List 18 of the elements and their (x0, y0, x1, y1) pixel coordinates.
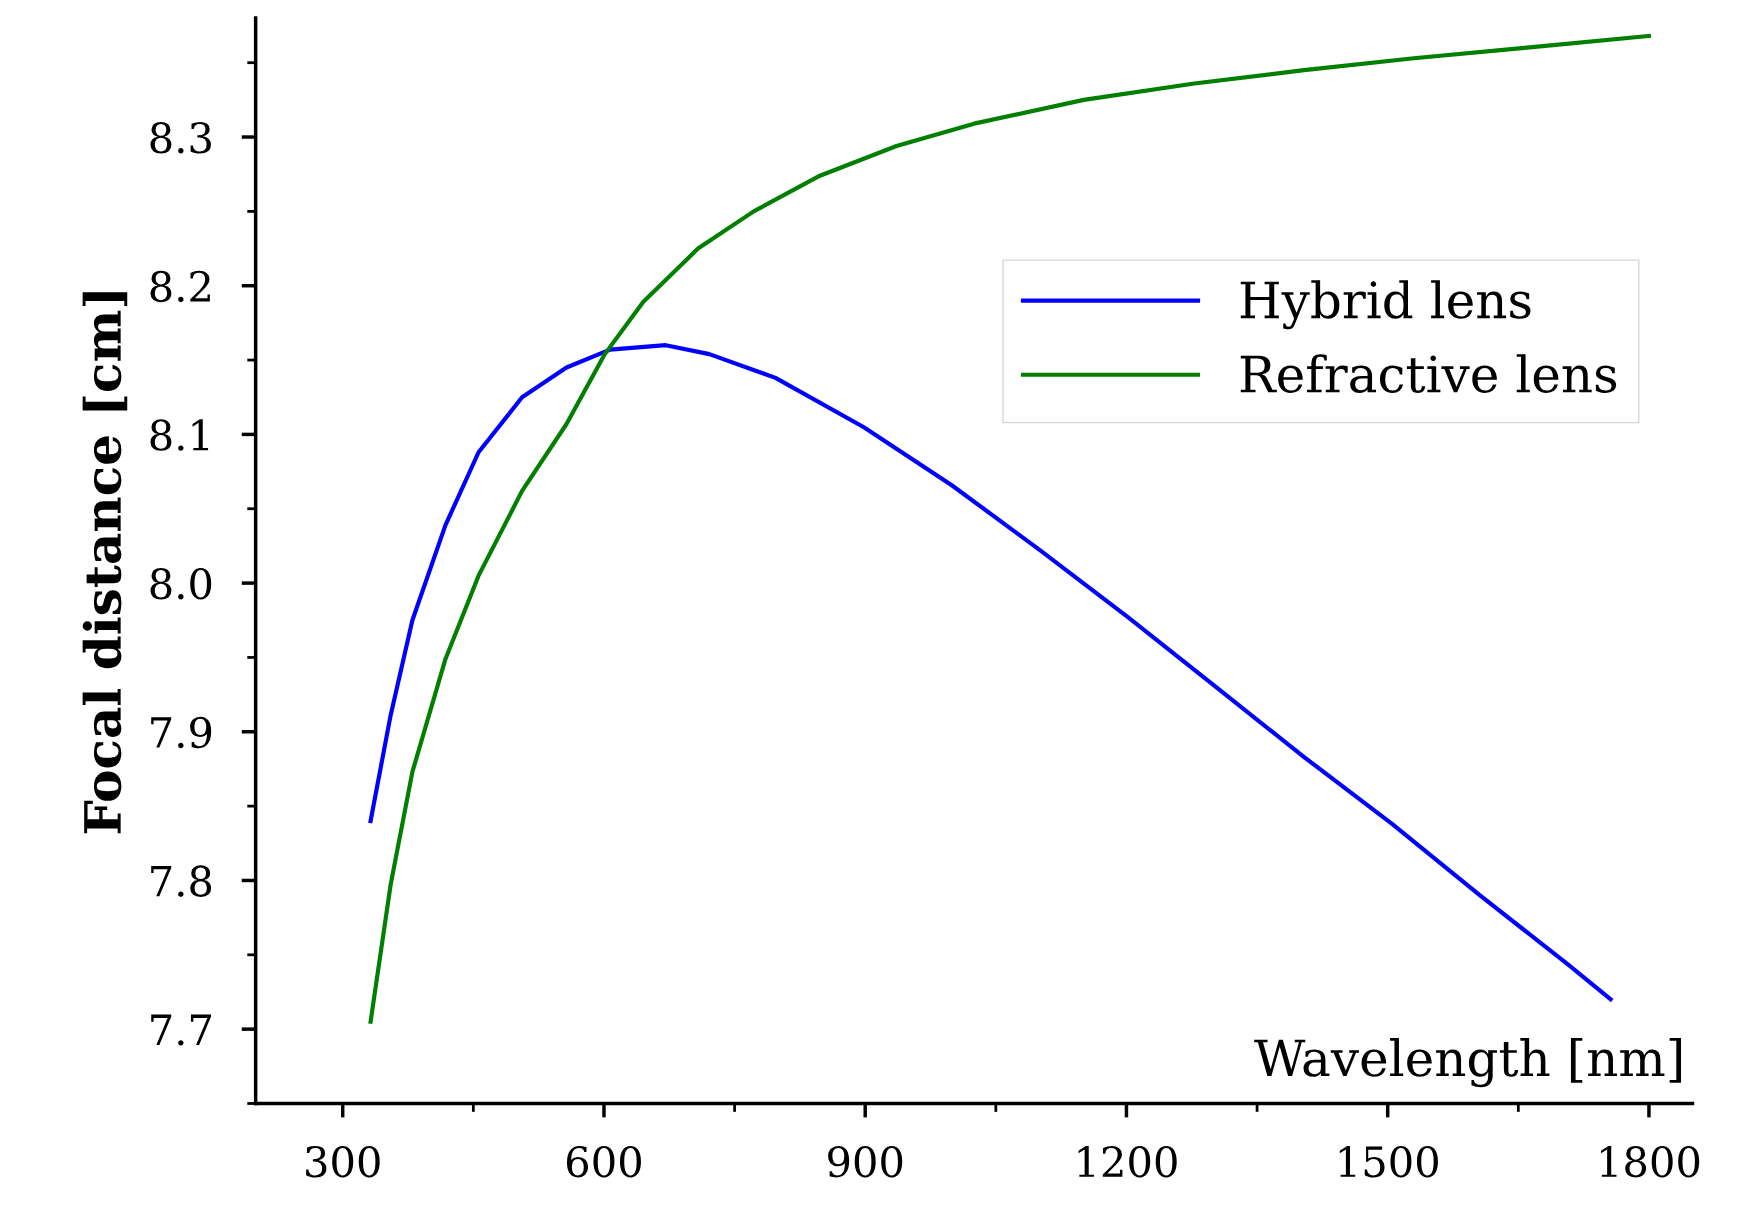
y-tick-label: 8.3 (150, 121, 211, 154)
y-tick-label: 8.0 (150, 568, 212, 600)
x-tick-label: 900 (828, 1145, 903, 1178)
x-tick-label: 600 (566, 1145, 641, 1178)
legend-label: Hybrid lens (1240, 280, 1531, 330)
x-axis-title: Wavelength [nm] (1254, 1038, 1681, 1088)
x-tick-label: 1200 (1078, 1145, 1177, 1178)
y-tick-label: 8.2 (150, 270, 210, 303)
x-tick-label: 1800 (1601, 1145, 1700, 1178)
y-tick-label: 7.7 (151, 1014, 211, 1046)
y-tick-label: 8.1 (150, 419, 209, 451)
line-series (368, 33, 1652, 1024)
legend-label: Refractive lens (1240, 354, 1617, 393)
x-tick-label: 1500 (1339, 1145, 1438, 1178)
y-axis-title: Focal distance [cm] (82, 292, 128, 834)
y-tick-label: 7.9 (151, 716, 212, 749)
x-tick-label: 300 (306, 1145, 380, 1178)
y-tick-label: 7.8 (151, 865, 212, 897)
